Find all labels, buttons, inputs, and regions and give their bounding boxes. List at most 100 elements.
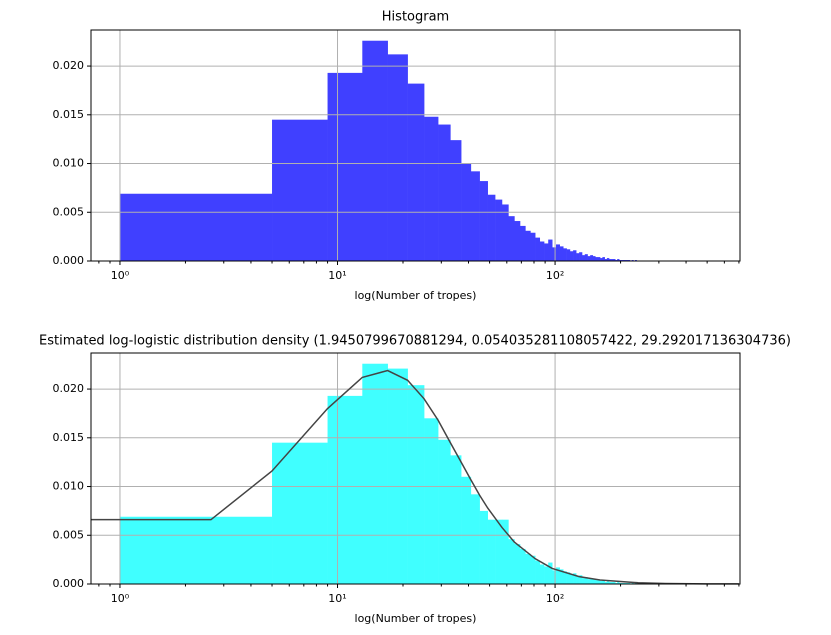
- chart-title: Histogram: [382, 10, 449, 25]
- histogram-bar: [613, 582, 616, 584]
- y-tick-label: 0.010: [53, 157, 85, 170]
- histogram-bar: [597, 580, 601, 584]
- histogram-bar: [579, 252, 583, 261]
- histogram-bar: [559, 246, 564, 261]
- histogram-bar: [424, 116, 439, 262]
- histogram-bar: [514, 544, 521, 584]
- density-line: [91, 369, 739, 585]
- chart-title: Estimated log-logistic distribution dens…: [39, 334, 791, 349]
- histogram-bar: [508, 216, 515, 261]
- histogram-bar: [566, 572, 571, 584]
- x-tick-label: 10⁰: [111, 592, 130, 605]
- y-tick-label: 0.020: [53, 382, 85, 395]
- histogram-bar: [556, 567, 560, 584]
- x-tick-label: 10⁰: [111, 269, 130, 282]
- histogram-bar: [597, 257, 601, 261]
- histogram-bar: [525, 230, 531, 261]
- histogram-bar: [611, 259, 614, 261]
- histogram-bar: [450, 455, 462, 584]
- histogram-bar: [592, 256, 596, 261]
- histogram-bar: [535, 560, 541, 584]
- histogram-bar: [119, 516, 273, 584]
- histogram-bar: [595, 580, 598, 584]
- histogram-bar: [119, 193, 273, 261]
- histogram-bar: [438, 439, 451, 584]
- histogram-bar: [573, 573, 577, 584]
- x-tick-label: 10²: [546, 592, 564, 605]
- histogram-bar: [611, 582, 614, 584]
- histogram-bar: [609, 582, 612, 584]
- histogram-bar: [272, 119, 328, 261]
- histogram-bar: [535, 237, 541, 261]
- histogram-bar: [501, 204, 509, 261]
- histogram-bar: [520, 548, 526, 584]
- histogram-bar: [495, 519, 503, 584]
- axes-frame: [90, 352, 741, 585]
- histogram-bar: [576, 576, 580, 584]
- histogram-bar: [595, 257, 598, 261]
- histogram-bar: [602, 580, 605, 584]
- histogram-bar: [576, 253, 580, 261]
- histogram-bar: [479, 181, 488, 261]
- histogram-bar: [362, 363, 388, 584]
- histogram-bar: [495, 199, 503, 261]
- histogram-bar: [525, 553, 531, 584]
- histogram-bar: [407, 385, 425, 584]
- histogram-bar: [552, 570, 557, 584]
- histogram-bar: [602, 257, 605, 261]
- histogram-bar: [606, 258, 610, 261]
- histogram-bar: [548, 562, 553, 584]
- x-tick-label: 10²: [546, 269, 564, 282]
- histogram-bar: [582, 255, 586, 261]
- histogram-bar: [587, 579, 591, 584]
- histogram-bar: [590, 578, 594, 584]
- histogram-bar: [387, 368, 408, 584]
- histogram-bar: [479, 510, 488, 584]
- histogram-bar: [590, 255, 594, 261]
- axes-frame: [90, 29, 741, 262]
- histogram-bar: [520, 225, 526, 261]
- y-tick-label: 0.020: [53, 59, 85, 72]
- histogram-bar: [617, 582, 620, 584]
- histogram-bar: [530, 555, 536, 584]
- histogram-bar: [563, 571, 567, 584]
- histogram-bar: [556, 244, 560, 261]
- histogram-bar: [470, 494, 480, 584]
- histogram-bar: [508, 539, 515, 584]
- histogram-bar: [548, 239, 553, 261]
- histogram-bar: [539, 241, 545, 261]
- histogram-bar: [609, 259, 612, 261]
- x-axis-label: log(Number of tropes): [355, 289, 477, 302]
- y-tick-label: 0.015: [53, 108, 85, 121]
- y-tick-label: 0.000: [53, 577, 85, 590]
- histogram-bar: [582, 578, 586, 584]
- histogram-bar: [600, 581, 603, 584]
- histogram-bar: [272, 442, 328, 584]
- histogram-bar: [569, 251, 574, 261]
- histogram-bar: [530, 232, 536, 261]
- y-tick-label: 0.000: [53, 254, 85, 267]
- histogram-bar: [600, 258, 603, 261]
- histogram-bar: [407, 83, 425, 261]
- histogram-bar: [501, 519, 509, 584]
- x-tick-label: 10¹: [328, 269, 346, 282]
- y-tick-label: 0.015: [53, 431, 85, 444]
- histogram-bar: [569, 574, 574, 584]
- histogram-bar: [362, 40, 388, 261]
- x-axis-label: log(Number of tropes): [355, 612, 477, 625]
- x-tick-label: 10¹: [328, 592, 346, 605]
- y-tick-label: 0.005: [53, 528, 85, 541]
- histogram-bar: [559, 569, 564, 584]
- histogram-bar: [487, 519, 496, 584]
- histogram-bar: [544, 243, 549, 261]
- histogram-bar: [450, 140, 462, 261]
- histogram-bar: [438, 124, 451, 261]
- histogram-bar: [327, 72, 363, 261]
- y-tick-label: 0.005: [53, 205, 85, 218]
- histogram-bar: [327, 395, 363, 584]
- histogram-bar: [587, 256, 591, 261]
- histogram-bar: [544, 566, 549, 584]
- histogram-bar: [584, 577, 588, 584]
